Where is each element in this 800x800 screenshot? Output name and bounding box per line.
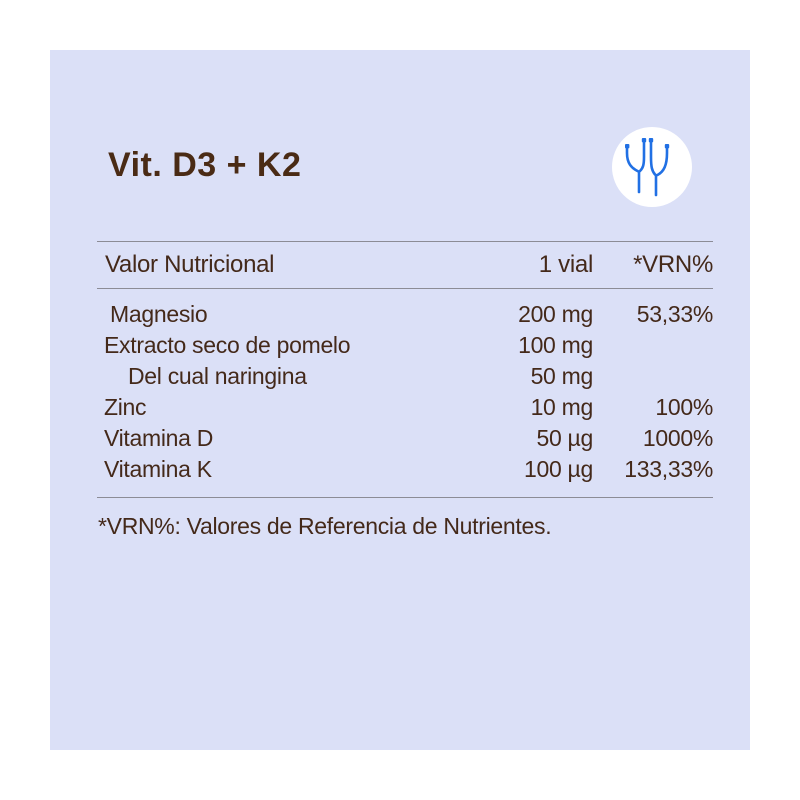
icon-badge — [612, 127, 692, 207]
nutrient-vrn — [593, 361, 713, 392]
header-amount: 1 vial — [538, 251, 594, 278]
branch-molecule-icon — [625, 138, 670, 197]
nutrient-vrn: 53,33% — [636, 301, 714, 327]
nutrient-vrn: 100% — [655, 394, 713, 420]
table-row: Vitamina D 50 µg 1000% — [97, 423, 713, 454]
nutrient-vrn — [593, 330, 713, 361]
nutrient-amount: 50 µg — [536, 425, 593, 451]
nutrient-name: Vitamina K — [104, 456, 212, 482]
header-vrn: *VRN% — [633, 251, 713, 278]
nutrient-name: Vitamina D — [104, 425, 214, 451]
label-card: Vit. D3 + K2 Valor Nutricional — [50, 50, 750, 750]
table-header: Valor Nutricional 1 vial *VRN% — [97, 241, 713, 289]
nutrient-name: Zinc — [104, 394, 147, 420]
nutrient-vrn: 133,33% — [624, 456, 713, 482]
nutrient-amount: 100 mg — [518, 332, 593, 358]
table-body: Magnesio 200 mg 53,33% Extracto seco de … — [97, 289, 713, 498]
vrn-footnote: *VRN%: Valores de Referencia de Nutrient… — [98, 513, 552, 539]
nutrient-amount: 100 µg — [523, 456, 593, 482]
nutrition-table: Valor Nutricional 1 vial *VRN% Magnesio … — [97, 241, 713, 540]
header-name: Valor Nutricional — [105, 251, 275, 278]
table-row: Magnesio 200 mg 53,33% — [97, 299, 713, 330]
table-row: Del cual naringina 50 mg — [97, 361, 713, 392]
product-title: Vit. D3 + K2 — [108, 146, 302, 184]
nutrient-amount: 10 mg — [530, 394, 594, 420]
nutrient-amount: 200 mg — [518, 301, 593, 327]
table-row: Vitamina K 100 µg 133,33% — [97, 454, 713, 485]
nutrient-amount: 50 mg — [530, 363, 594, 389]
nutrient-name: Extracto seco de pomelo — [104, 332, 351, 358]
nutrient-name: Del cual naringina — [128, 363, 307, 389]
nutrient-vrn: 1000% — [642, 425, 713, 451]
table-row: Extracto seco de pomelo 100 mg — [97, 330, 713, 361]
table-row: Zinc 10 mg 100% — [97, 392, 713, 423]
nutrient-name: Magnesio — [110, 301, 208, 327]
